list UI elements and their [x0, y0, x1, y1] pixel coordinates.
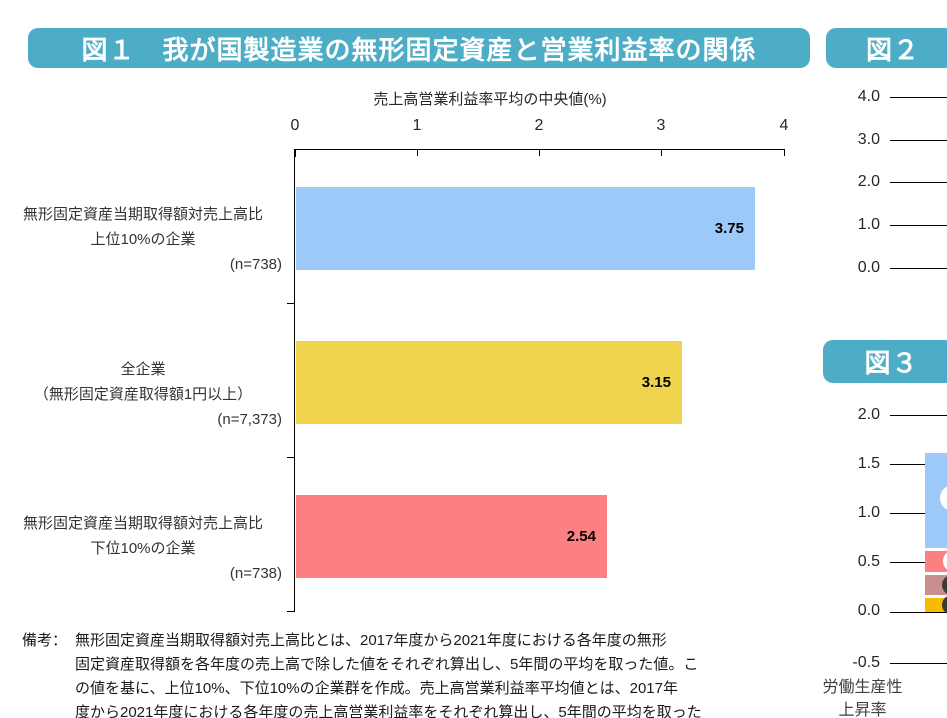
fig2-gridline: [890, 182, 947, 183]
fig1-bar-top10: 3.75: [296, 187, 755, 270]
fig3-segment-red: [925, 551, 947, 572]
fig3-x-category-label: 労働生産性 上昇率: [815, 676, 910, 718]
fig1-cat-tick-2: [287, 457, 295, 458]
fig1-axis-title: 売上高営業利益率平均の中央値(%): [373, 91, 607, 108]
cat-label-line: 全企業: [120, 361, 166, 378]
fig1-xtick-mark-2: [539, 149, 540, 156]
fig1-cat-label-bottom10: 無形固定資産当期取得額対売上高比 下位10%の企業 (n=738): [4, 511, 282, 586]
fig1-xtick-2: 2: [534, 117, 544, 134]
fig2-gridline: [890, 97, 947, 98]
fig1-cat-tick-3: [287, 611, 295, 612]
note-line-2: 固定資産取得額を各年度の売上高で除した値をそれぞれ算出し、5年間の平均を取った値…: [75, 656, 699, 673]
fig1-bar-all-value: 3.15: [641, 374, 671, 391]
cat-label-line: 無形固定資産当期取得額対売上高比: [22, 206, 263, 223]
note-line-3: の値を基に、上位10%、下位10%の企業群を作成。売上高営業利益率平均値とは、2…: [75, 680, 678, 697]
fig1-bar-bottom10: 2.54: [296, 495, 607, 578]
fig3-datalabel-bubble: [940, 485, 947, 511]
fig1-cat-tick-1: [287, 303, 295, 304]
fig1-y-axis-line: [294, 149, 295, 612]
cat-label-n: (n=7,373): [217, 411, 282, 428]
fig3-datalabel-bubble: [942, 575, 947, 595]
note-label: 備考：: [22, 632, 68, 649]
fig3-segment-blue: [925, 453, 947, 548]
fig1-bar-all: 3.15: [296, 341, 682, 424]
fig3-ytick--0.5: -0.5: [852, 654, 880, 671]
fig3-ytick-1.0: 1.0: [857, 504, 880, 521]
fig3-x-label-line1: 労働生産性: [822, 679, 903, 696]
fig3-gridline: [890, 464, 925, 465]
fig1-xtick-1: 1: [412, 117, 422, 134]
cat-label-line: （無形固定資産取得額1円以上）: [33, 386, 253, 403]
fig1-xtick-0: 0: [290, 117, 300, 134]
fig2-gridline: [890, 140, 947, 141]
fig1-xtick-3: 3: [656, 117, 666, 134]
cat-label-n: (n=738): [229, 256, 282, 273]
fig1-title-banner: 図１ 我が国製造業の無形固定資産と営業利益率の関係: [28, 28, 810, 68]
cat-label-line: 無形固定資産当期取得額対売上高比: [22, 515, 263, 532]
cat-label-line: 下位10%の企業: [90, 540, 196, 557]
cat-label-line: 上位10%の企業: [90, 231, 196, 248]
fig2-gridline: [890, 268, 947, 269]
fig3-ytick-2.0: 2.0: [857, 406, 880, 423]
fig3-ytick-1.5: 1.5: [857, 455, 880, 472]
fig3-baseline: [890, 612, 947, 613]
fig3-ytick-0.5: 0.5: [857, 553, 880, 570]
fig1-cat-label-top10: 無形固定資産当期取得額対売上高比 上位10%の企業 (n=738): [4, 202, 282, 277]
fig3-segment-gold: [925, 598, 947, 612]
fig3-gridline: [890, 562, 925, 563]
fig1-xtick-mark-1: [417, 149, 418, 156]
fig1-x-axis-line: [295, 149, 785, 150]
cat-label-n: (n=738): [229, 565, 282, 582]
fig3-gridline: [890, 513, 925, 514]
fig2-title-text: 図２: [865, 34, 920, 65]
fig1-bar-bottom10-value: 2.54: [566, 528, 596, 545]
fig3-gridline: [890, 415, 947, 416]
fig1-xtick-mark-4: [784, 149, 785, 156]
fig3-datalabel-bubble: [943, 550, 947, 572]
fig3-x-label-line2: 上昇率: [838, 702, 887, 718]
fig2-ytick-0.0: 0.0: [857, 259, 880, 276]
fig1-title-text: 図１ 我が国製造業の無形固定資産と営業利益率の関係: [81, 34, 757, 65]
fig3-segment-mauve: [925, 575, 947, 595]
fig1-cat-label-all: 全企業 （無形固定資産取得額1円以上） (n=7,373): [4, 357, 282, 432]
fig1-bar-top10-value: 3.75: [714, 220, 744, 237]
fig2-ytick-1.0: 1.0: [857, 216, 880, 233]
fig2-ytick-2.0: 2.0: [857, 173, 880, 190]
fig2-ytick-3.0: 3.0: [857, 131, 880, 148]
note-line-1: 無形固定資産当期取得額対売上高比とは、2017年度から2021年度における各年度…: [75, 632, 667, 649]
note-line-4: 度から2021年度における各年度の売上高営業利益率をそれぞれ算出し、5年間の平均…: [75, 704, 702, 718]
fig3-title-banner: 図３: [823, 340, 947, 383]
fig3-title-text: 図３: [864, 348, 919, 378]
fig3-gridline: [890, 663, 947, 664]
fig3-ytick-0.0: 0.0: [857, 602, 880, 619]
fig1-xtick-mark-3: [661, 149, 662, 156]
fig1-xtick-mark-0: [295, 149, 296, 157]
fig2-title-banner: 図２: [826, 28, 947, 68]
fig2-gridline: [890, 225, 947, 226]
fig2-ytick-4.0: 4.0: [857, 88, 880, 105]
fig3-datalabel-bubble: [942, 595, 947, 615]
note-text: 無形固定資産当期取得額対売上高比とは、2017年度から2021年度における各年度…: [75, 629, 702, 718]
fig1-xtick-4: 4: [779, 117, 789, 134]
